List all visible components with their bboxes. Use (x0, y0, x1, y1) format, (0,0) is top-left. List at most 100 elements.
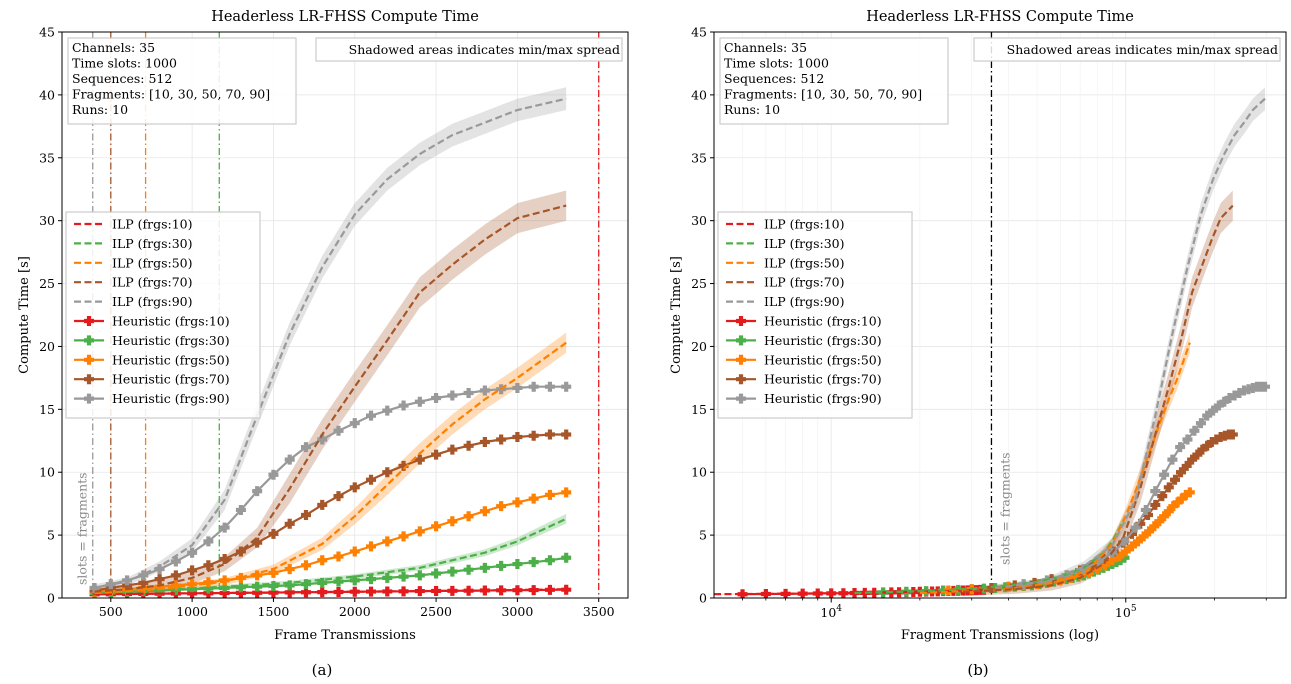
heuristic-point (414, 396, 425, 407)
heuristic-point (333, 491, 344, 502)
legend: ILP (frgs:10) ILP (frgs:30) ILP (frgs:50) I… (717, 211, 913, 419)
legend-marker (736, 374, 746, 385)
heuristic-point (512, 382, 523, 393)
x-tick-label: 105 (1115, 604, 1137, 620)
legend-marker (736, 335, 746, 346)
heuristic-point (398, 531, 409, 542)
legend-label: ILP (frgs:10) (764, 217, 845, 232)
heuristic-point (561, 487, 572, 498)
note-box: Shadowed areas indicates min/max spread (315, 37, 623, 62)
legend-label: Heuristic (frgs:90) (764, 391, 882, 406)
heuristic-point (431, 393, 442, 404)
heuristic-point (349, 575, 360, 586)
spread-band (94, 190, 567, 597)
legend-label: ILP (frgs:50) (112, 255, 193, 270)
info-box-frame (719, 37, 949, 125)
legend-item: Heuristic (frgs:30) (74, 333, 230, 348)
heuristic-point (284, 564, 295, 575)
heuristic-point (479, 562, 490, 573)
info-box-line: Runs: 10 (72, 102, 128, 117)
heuristic-point (366, 474, 377, 485)
legend: ILP (frgs:10) ILP (frgs:30) ILP (frgs:50) I… (65, 211, 261, 419)
heuristic-point (300, 509, 311, 520)
y-tick-label: 40 (39, 87, 55, 102)
x-tick-mantissa: 10 (820, 605, 836, 620)
legend-item: Heuristic (frgs:50) (726, 352, 882, 367)
heuristic-point (1138, 531, 1149, 542)
heuristic-point (447, 444, 458, 455)
info-box-line: Fragments: [10, 30, 50, 70, 90] (724, 87, 922, 102)
legend-item: ILP (frgs:50) (726, 255, 845, 270)
heuristic-point (463, 387, 474, 398)
legend-item: ILP (frgs:10) (74, 217, 193, 232)
heuristic-point (463, 564, 474, 575)
heuristic-point (1213, 400, 1224, 411)
heuristic-point (1195, 418, 1206, 429)
heuristic-point (187, 565, 198, 576)
legend-label: Heuristic (frgs:70) (764, 372, 882, 387)
heuristic-point (1150, 499, 1161, 510)
plot-area: slots = fragments (714, 32, 1270, 598)
legend-item: ILP (frgs:90) (74, 294, 193, 309)
heuristic-point (219, 522, 230, 533)
heuristic-point (382, 572, 393, 583)
heuristic-point (366, 410, 377, 421)
y-tick-label: 15 (39, 402, 55, 417)
y-tick-label: 45 (39, 25, 55, 40)
x-tick-label: 500 (99, 604, 123, 619)
y-tick-label: 25 (691, 276, 707, 291)
heuristic-point (496, 560, 507, 571)
heuristic-point (431, 521, 442, 532)
legend-marker (84, 393, 94, 404)
info-box-line: Runs: 10 (724, 102, 780, 117)
legend-label: ILP (frgs:50) (764, 255, 845, 270)
chart-title: Headerless LR-FHSS Compute Time (211, 9, 479, 25)
y-tick-label: 30 (39, 213, 55, 228)
heuristic-point (1202, 410, 1213, 421)
chart-a: slots = fragments 0 5 10 15 20 25 30 35 40 45 500 10… (17, 9, 629, 679)
heuristic-point (333, 551, 344, 562)
legend-label: Heuristic (frgs:30) (112, 333, 230, 348)
heuristic-point (284, 518, 295, 529)
heuristic-point (300, 560, 311, 571)
info-box-line: Fragments: [10, 30, 50, 70, 90] (72, 87, 270, 102)
legend-frame (717, 211, 913, 419)
legend-label: Heuristic (frgs:10) (112, 314, 230, 329)
heuristic-point (349, 482, 360, 493)
heuristic-point (528, 493, 539, 504)
heuristic-point (349, 418, 360, 429)
heuristic-point (252, 486, 263, 497)
x-tick-label: 104 (820, 604, 842, 620)
note-box-frame (315, 37, 623, 62)
axes-frame (61, 31, 629, 599)
ilp-line (919, 342, 1191, 595)
x-tick-label: 2000 (339, 604, 371, 619)
legend-item: Heuristic (frgs:70) (726, 372, 882, 387)
legend-item: Heuristic (frgs:70) (74, 372, 230, 387)
legend-marker (736, 354, 746, 365)
ilp-line (94, 517, 567, 595)
heuristic-point (1149, 521, 1160, 532)
heuristic-point (284, 454, 295, 465)
legend-item: ILP (frgs:10) (726, 217, 845, 232)
heuristic-point (1167, 454, 1178, 465)
legend-label: Heuristic (frgs:10) (764, 314, 882, 329)
x-tick-label: 3500 (583, 604, 615, 619)
heuristic-point (447, 516, 458, 527)
heuristic-point (1189, 425, 1200, 436)
y-tick-label: 35 (39, 150, 55, 165)
heuristic-point (1227, 429, 1238, 440)
heuristic-point (512, 559, 523, 570)
heuristic-point (1120, 546, 1131, 557)
heuristic-point (561, 381, 572, 392)
grid-minor (742, 32, 1267, 598)
legend-label: ILP (frgs:10) (112, 217, 193, 232)
legend-item: Heuristic (frgs:90) (726, 391, 882, 406)
y-tick-label: 45 (691, 25, 707, 40)
heuristic-point (268, 581, 279, 592)
heuristic-point (170, 570, 181, 581)
note-box-text: Shadowed areas indicates min/max spread (1007, 42, 1278, 57)
legend-item: ILP (frgs:70) (726, 275, 845, 290)
panel-label: (a) (312, 661, 333, 679)
y-tick-label: 0 (47, 591, 55, 606)
